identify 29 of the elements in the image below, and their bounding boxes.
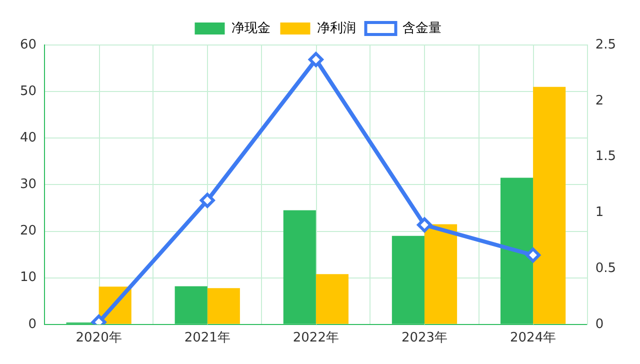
y-tick-label: 0	[28, 316, 37, 332]
legend-label: 净现金	[231, 20, 270, 36]
bar	[207, 288, 240, 324]
point	[308, 52, 324, 68]
y-tick-label: 30	[20, 177, 37, 192]
y2-tick-label: 0	[595, 316, 604, 332]
y2-tick-label: 2.5	[595, 37, 616, 52]
legend-label: 含金量	[402, 20, 442, 36]
x-tick-label: 2023年	[401, 330, 448, 346]
y2-tick-label: 1	[595, 205, 604, 220]
y-tick-label: 50	[20, 84, 37, 99]
y-tick-label: 60	[20, 37, 37, 52]
x-tick-label: 2021年	[184, 330, 230, 346]
y-tick-label: 10	[20, 270, 37, 286]
bar	[316, 274, 348, 324]
bar	[424, 224, 458, 324]
x-tick-label: 2022年	[292, 330, 339, 346]
y2-tick-label: 1.5	[595, 149, 616, 164]
y-tick-label: 20	[20, 224, 37, 239]
x-tick-label: 2024年	[510, 330, 556, 346]
point	[200, 192, 215, 208]
x-tick-label: 2020年	[76, 330, 122, 346]
y-tick-label: 40	[20, 130, 37, 146]
point	[416, 217, 432, 232]
legend-label: 净利润	[316, 20, 356, 36]
y2-tick-label: 2	[595, 93, 604, 108]
y2-tick-label: 0.5	[595, 260, 616, 276]
bar	[533, 86, 566, 324]
point	[526, 248, 541, 263]
